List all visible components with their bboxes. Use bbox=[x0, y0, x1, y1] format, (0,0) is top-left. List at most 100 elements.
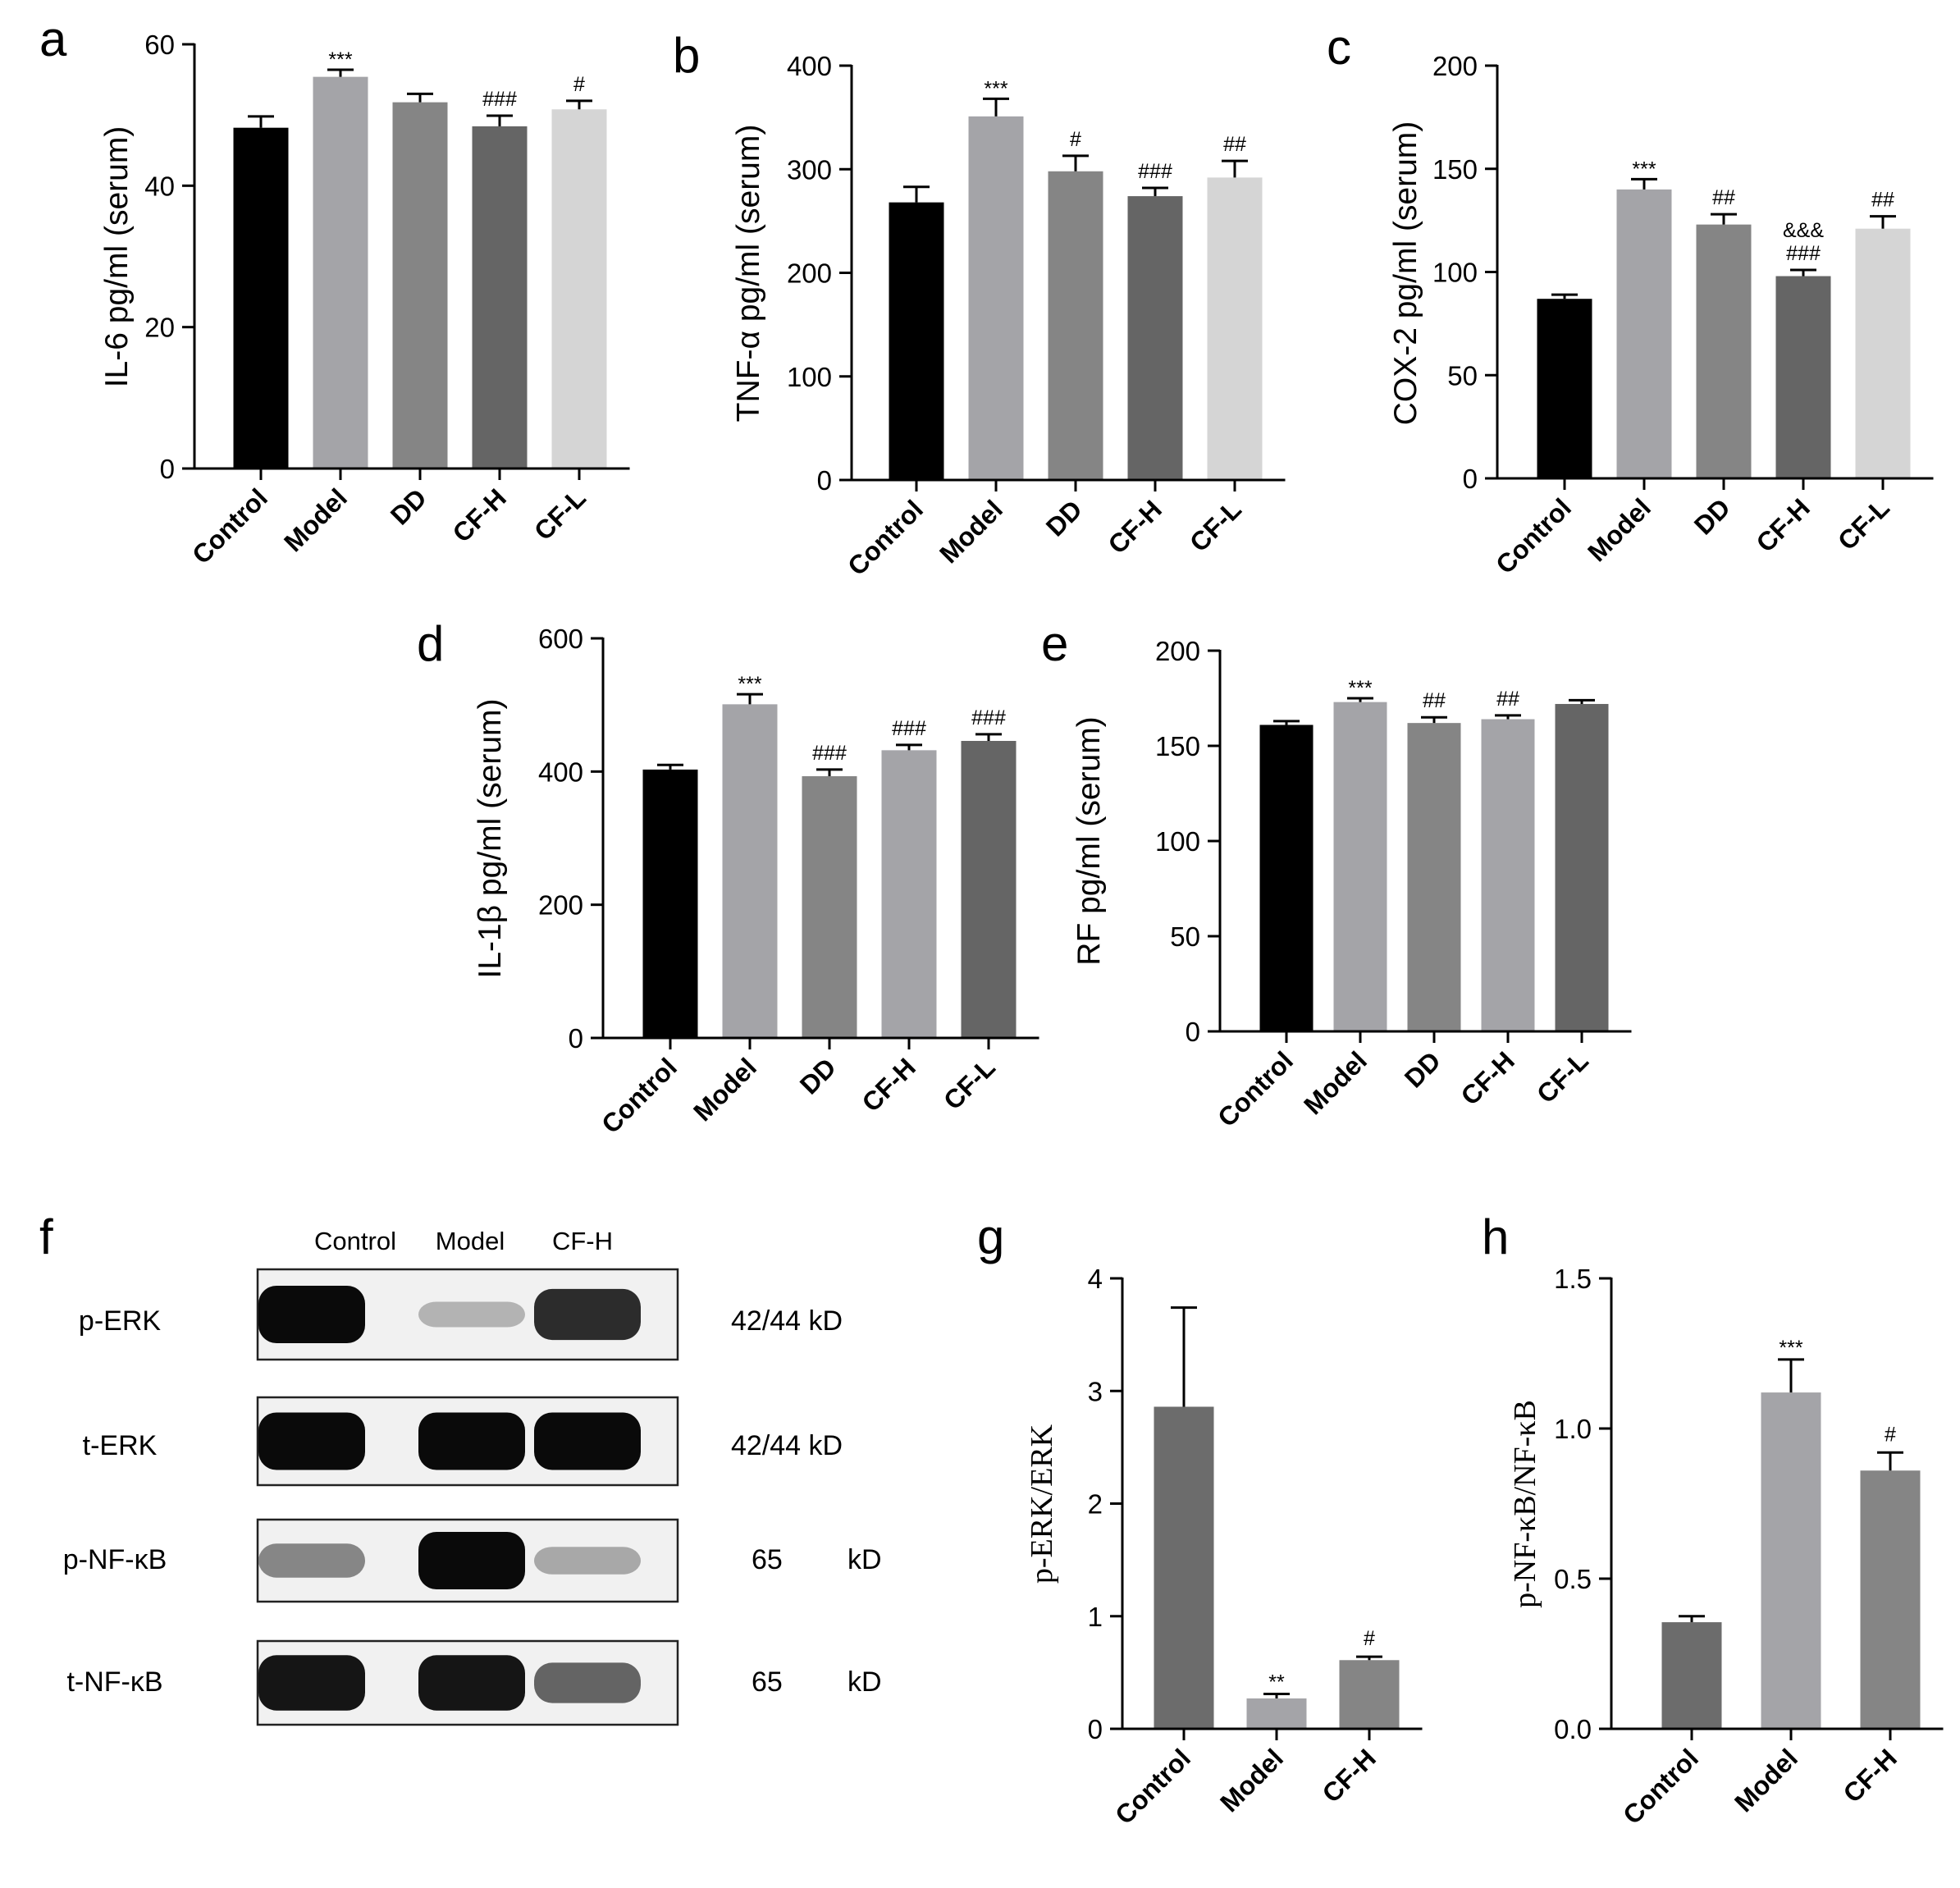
bar bbox=[1696, 224, 1752, 478]
significance-label: *** bbox=[984, 77, 1007, 100]
panel-letter-d: d bbox=[417, 616, 444, 671]
bar bbox=[313, 76, 368, 469]
y-tick-label: 600 bbox=[538, 624, 583, 654]
y-tick-label: 150 bbox=[1432, 154, 1478, 185]
y-axis-label: IL-1β pg/ml (serum) bbox=[473, 698, 508, 978]
significance-label: *** bbox=[1348, 677, 1372, 700]
y-tick-label: 0.5 bbox=[1554, 1564, 1592, 1594]
bar bbox=[1860, 1470, 1921, 1729]
bar bbox=[889, 202, 944, 480]
bar bbox=[1661, 1622, 1722, 1729]
bar bbox=[802, 776, 857, 1038]
y-axis-label: IL-6 pg/ml (serum) bbox=[99, 126, 135, 388]
bar bbox=[642, 769, 698, 1038]
wb-row-label: t-NF-κB bbox=[66, 1666, 162, 1698]
significance-label: ## bbox=[1712, 186, 1735, 209]
y-axis-label: COX-2 pg/ml (serum) bbox=[1388, 121, 1423, 426]
blot-band bbox=[534, 1547, 641, 1575]
wb-lane-label: Model bbox=[436, 1227, 505, 1255]
blot-band bbox=[534, 1288, 641, 1341]
y-tick-label: 200 bbox=[787, 258, 832, 289]
bar bbox=[1339, 1660, 1400, 1729]
significance-label: *** bbox=[1779, 1337, 1802, 1360]
bar bbox=[1775, 276, 1831, 478]
panel-letter-f: f bbox=[39, 1209, 53, 1264]
bar bbox=[1048, 171, 1103, 480]
bar bbox=[1616, 189, 1672, 478]
significance-label: ## bbox=[1423, 689, 1446, 712]
y-tick-label: 0 bbox=[817, 465, 832, 496]
panel-letter-c: c bbox=[1327, 20, 1351, 75]
bar bbox=[233, 127, 289, 469]
wb-row-label: p-NF-κB bbox=[63, 1544, 167, 1575]
significance-label: # bbox=[1885, 1423, 1896, 1446]
significance-label: &&& bbox=[1783, 219, 1824, 242]
blot-band bbox=[418, 1532, 525, 1589]
blot-band bbox=[258, 1412, 365, 1470]
bar bbox=[392, 102, 448, 469]
wb-size-value: 65 bbox=[752, 1666, 783, 1698]
wb-lane-label: CF-H bbox=[552, 1227, 613, 1255]
y-tick-label: 0 bbox=[160, 454, 175, 484]
bar bbox=[1761, 1392, 1821, 1729]
bar bbox=[1333, 702, 1387, 1031]
wb-row-label: t-ERK bbox=[83, 1430, 158, 1461]
bar bbox=[1154, 1406, 1214, 1729]
bar bbox=[968, 116, 1024, 481]
wb-size-label: 42/44 kD bbox=[731, 1430, 843, 1461]
bar bbox=[1855, 228, 1911, 478]
wb-lane-label: Control bbox=[314, 1227, 396, 1255]
wb-size-unit: kD bbox=[848, 1666, 882, 1698]
significance-label: ### bbox=[482, 88, 517, 111]
blot-band bbox=[258, 1286, 365, 1343]
blot-band bbox=[418, 1655, 525, 1711]
blot-band bbox=[418, 1412, 525, 1470]
y-tick-label: 300 bbox=[787, 154, 832, 185]
y-tick-label: 0 bbox=[1463, 464, 1478, 494]
bar bbox=[961, 740, 1017, 1038]
significance-label: # bbox=[1364, 1627, 1375, 1650]
panel-letter-e: e bbox=[1041, 616, 1068, 671]
bar bbox=[1259, 725, 1314, 1031]
bar bbox=[472, 126, 528, 469]
y-tick-label: 200 bbox=[1432, 51, 1478, 81]
significance-label: # bbox=[573, 73, 585, 96]
blot-band bbox=[258, 1543, 365, 1578]
significance-label: # bbox=[1070, 128, 1081, 151]
y-axis-label: p-NF-κB/NF-κB bbox=[1508, 1400, 1542, 1608]
significance-label: *** bbox=[328, 48, 352, 71]
significance-label: ### bbox=[892, 717, 926, 740]
bar bbox=[1481, 719, 1535, 1031]
bar bbox=[1127, 196, 1183, 480]
y-tick-label: 3 bbox=[1088, 1376, 1103, 1406]
wb-row-label: p-ERK bbox=[79, 1305, 161, 1337]
significance-label: ## bbox=[1871, 189, 1894, 212]
y-tick-label: 0 bbox=[1186, 1017, 1200, 1047]
significance-label: ## bbox=[1223, 133, 1246, 156]
bar bbox=[881, 750, 937, 1038]
y-tick-label: 1.5 bbox=[1554, 1264, 1592, 1294]
y-tick-label: 200 bbox=[1155, 636, 1200, 666]
y-tick-label: 40 bbox=[144, 171, 175, 201]
y-tick-label: 150 bbox=[1155, 731, 1200, 761]
significance-label: ### bbox=[971, 706, 1006, 729]
wb-size-label: 42/44 kD bbox=[731, 1305, 843, 1337]
wb-size-unit: kD bbox=[848, 1544, 882, 1575]
bar bbox=[1407, 723, 1461, 1031]
bar bbox=[1246, 1698, 1307, 1729]
wb-size-value: 65 bbox=[752, 1544, 783, 1575]
bar bbox=[551, 109, 607, 469]
y-tick-label: 0 bbox=[569, 1023, 583, 1054]
y-tick-label: 4 bbox=[1088, 1264, 1103, 1294]
y-tick-label: 100 bbox=[1155, 826, 1200, 857]
bar bbox=[1207, 177, 1263, 480]
blot-band bbox=[534, 1412, 641, 1470]
y-tick-label: 100 bbox=[787, 362, 832, 392]
y-tick-label: 0.0 bbox=[1554, 1714, 1592, 1744]
bar bbox=[722, 704, 778, 1038]
western-blot-panel: Control Model CF-H p-ERK t-ERK p-NF-κB t… bbox=[63, 1227, 882, 1726]
y-tick-label: 50 bbox=[1170, 921, 1200, 952]
y-axis-label: TNF-α pg/ml (serum) bbox=[731, 125, 766, 423]
